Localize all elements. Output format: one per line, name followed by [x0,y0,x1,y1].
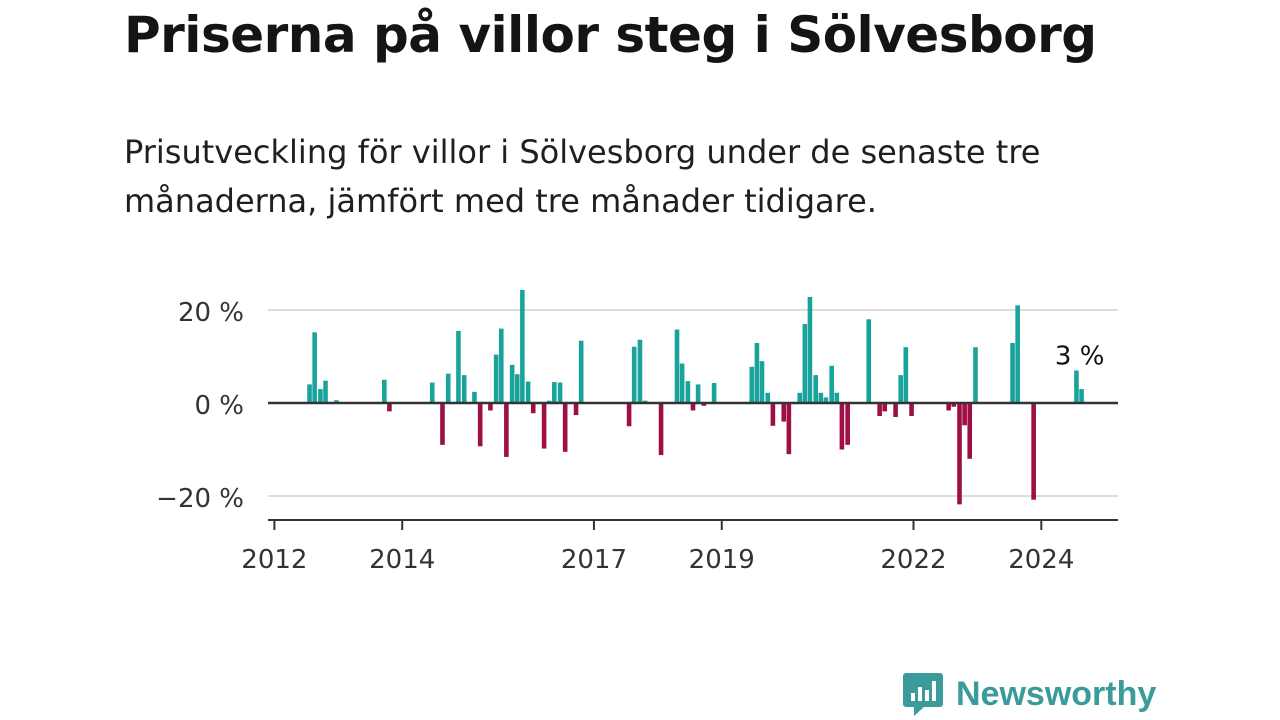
bar [493,354,499,403]
x-tick-label: 2012 [241,545,307,575]
x-tick-label: 2024 [1008,545,1074,575]
bar [829,365,834,403]
bar [674,329,680,403]
bar [903,347,909,403]
bar [834,392,840,403]
bar [461,375,467,403]
bar [1074,370,1079,403]
bar [456,330,461,403]
bar [445,373,451,403]
bar [711,383,717,403]
newsworthy-logo-icon [903,673,943,716]
newsworthy-logo: Newsworthy [902,670,1156,718]
bar [967,403,973,459]
bar [951,403,957,407]
bar [679,363,685,403]
bar [387,403,392,412]
bar [823,397,829,403]
bar [765,392,771,403]
chart-subtitle: Prisutveckling för villor i Sölvesborg u… [124,133,1041,220]
bar [498,328,504,403]
bar [509,364,515,403]
bar [893,403,898,417]
bar [695,384,701,403]
y-tick-label: 0 % [194,391,244,421]
bar [472,391,477,403]
bar [312,332,317,403]
x-tick-label: 2022 [880,545,946,575]
last-value-annotation: 3 % [1055,341,1105,371]
bar [962,403,967,426]
bar [877,403,882,417]
bar [781,403,787,422]
x-tick-label: 2017 [561,545,627,575]
bar [973,347,978,403]
bar [818,392,824,403]
bar [749,366,755,403]
bar [1079,389,1084,403]
bar [334,400,339,403]
bar [631,346,637,403]
bar [525,381,531,403]
bar [754,343,760,403]
x-tick-label: 2019 [689,545,755,575]
bar [637,339,643,403]
x-tick-label: 2014 [369,545,435,575]
bar [1010,343,1015,403]
bar [477,403,483,447]
bar [440,403,445,445]
bar [1015,305,1020,403]
bar [530,403,536,414]
bar [701,403,707,406]
bar [382,379,387,403]
bar [562,403,568,452]
bar [882,403,888,412]
bar [520,290,525,403]
grid-lines [268,309,1118,497]
bar [658,403,664,456]
bar [504,403,509,457]
bar [578,340,584,403]
bar [626,403,632,427]
bar [807,296,813,403]
bar [957,403,962,505]
bar [541,403,547,449]
y-tick-label: 20 % [178,298,244,328]
bar [514,374,520,403]
bar [488,403,493,411]
y-tick-label: −20 % [156,484,244,514]
bar [802,323,808,403]
bar [318,389,323,403]
bar [759,361,765,403]
bar [839,403,845,450]
bar [898,375,904,403]
bar [552,382,557,403]
bar [429,382,435,403]
bar [909,403,914,417]
bar [786,403,792,455]
bar [307,384,312,403]
bar [813,375,819,403]
bar [797,392,803,403]
chart-title: Priserna på villor steg i Sölvesborg [124,6,1097,64]
bar [866,319,872,403]
bar [770,403,776,426]
axes [268,401,1118,530]
bar [573,403,579,416]
bar [845,403,850,445]
bar [557,382,563,403]
bar [690,403,696,411]
bar [685,381,691,403]
brand-name: Newsworthy [956,674,1157,713]
bar [1031,403,1036,500]
labels: 20 % 0 % −20 % 2012 2014 2017 2019 2022 2024 3 % [156,298,1104,575]
bar [323,380,328,403]
bars [307,290,1084,505]
bar [946,403,951,411]
